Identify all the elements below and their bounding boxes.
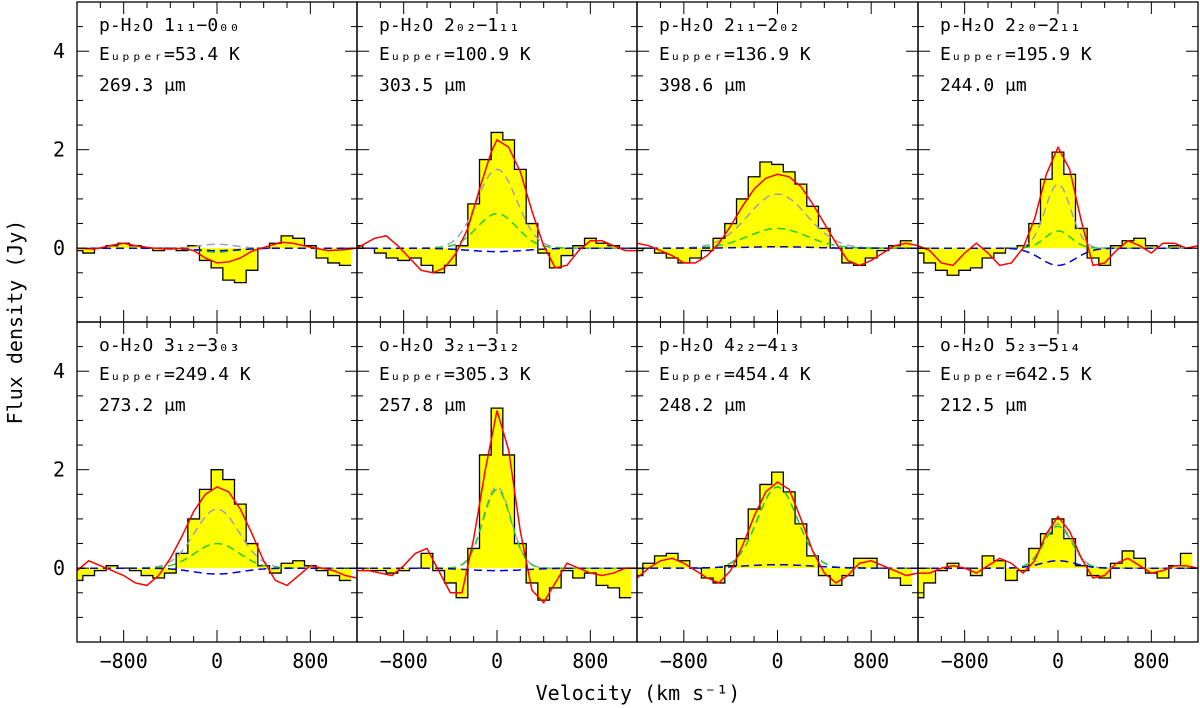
x-tick-label: −800 <box>941 649 989 673</box>
panel-eupper-label: Eᵤₚₚₑᵣ=195.9 K <box>940 44 1092 65</box>
x-tick-label: 0 <box>771 649 783 673</box>
panel-plot-area <box>918 515 1198 599</box>
model-component-blue <box>357 567 637 572</box>
panel-eupper-label: Eᵤₚₚₑᵣ=136.9 K <box>659 44 811 65</box>
observed-histogram <box>637 161 913 267</box>
panel-5: −800 0 800 0 2 4 o-H₂O 3₁₂−3₀₃ Eᵤₚₚₑᵣ=249.4 K 27… <box>53 321 358 673</box>
y-tick-label: 2 <box>53 458 65 482</box>
x-tick-label: −800 <box>660 649 708 673</box>
panel-transition-label: p-H₂O 2₀₂−1₁₁ <box>379 15 520 36</box>
panel-plot-area <box>637 471 918 587</box>
panel-transition-label: o-H₂O 5₂₃−5₁₄ <box>940 335 1081 356</box>
panel-eupper-label: Eᵤₚₚₑᵣ=249.4 K <box>99 364 251 385</box>
total-model-line <box>77 241 357 264</box>
panel-7: −800 0 800 p-H₂O 4₂₂−4₁₃ Eᵤₚₚₑᵣ=454.4 K 248.2… <box>636 321 919 673</box>
x-tick-label: 0 <box>211 649 223 673</box>
total-model-line <box>637 481 918 584</box>
total-model-line <box>357 138 637 274</box>
panel-transition-label: o-H₂O 3₂₁−3₁₂ <box>379 335 520 356</box>
panel-eupper-label: Eᵤₚₚₑᵣ=454.4 K <box>659 364 811 385</box>
observed-histogram <box>637 471 913 587</box>
panel-plot-area <box>918 145 1198 276</box>
panel-wavelength-label: 303.5 μm <box>379 75 466 96</box>
model-component-blue <box>918 247 1198 267</box>
observed-fill <box>357 408 632 601</box>
panel-eupper-label: Eᵤₚₚₑᵣ=53.4 K <box>99 44 240 65</box>
panel-transition-label: p-H₂O 2₂₀−2₁₁ <box>940 15 1081 36</box>
observed-fill <box>77 235 352 283</box>
model-component-blue <box>637 245 918 249</box>
y-tick-label: 2 <box>53 138 65 162</box>
panel-eupper-label: Eᵤₚₚₑᵣ=100.9 K <box>379 44 531 65</box>
observed-histogram <box>918 151 1193 276</box>
total-model-line <box>918 515 1198 579</box>
x-tick-label: 0 <box>1052 649 1064 673</box>
x-axis-title: Velocity (km s⁻¹) <box>536 681 741 705</box>
panel-wavelength-label: 257.8 μm <box>379 395 466 416</box>
y-tick-label: 4 <box>53 359 65 383</box>
x-tick-label: 800 <box>853 649 889 673</box>
y-axis-title: Flux density (Jy) <box>3 220 27 425</box>
panel-wavelength-label: 273.2 μm <box>99 395 186 416</box>
observed-fill <box>637 472 913 586</box>
panel-plot-area <box>357 131 637 274</box>
model-component-blue <box>77 247 357 252</box>
panels-layer: 0 2 4 p-H₂O 1₁₁−0₀₀ Eᵤₚₚₑᵣ=53.4 K 269.3 μm p-H… <box>53 1 1199 673</box>
model-component-blue <box>357 247 637 253</box>
panel-2: p-H₂O 2₀₂−1₁₁ Eᵤₚₚₑᵣ=100.9 K 303.5 μm <box>356 1 638 323</box>
panel-plot-area <box>77 235 357 284</box>
panel-wavelength-label: 398.6 μm <box>659 75 746 96</box>
observed-histogram <box>357 131 632 274</box>
y-tick-label: 4 <box>53 39 65 63</box>
panel-eupper-label: Eᵤₚₚₑᵣ=642.5 K <box>940 364 1092 385</box>
x-tick-label: −800 <box>380 649 428 673</box>
panel-eupper-label: Eᵤₚₚₑᵣ=305.3 K <box>379 364 531 385</box>
panel-transition-label: p-H₂O 2₁₁−2₀₂ <box>659 15 800 36</box>
panel-transition-label: p-H₂O 4₂₂−4₁₃ <box>659 335 800 356</box>
x-tick-label: 800 <box>292 649 328 673</box>
x-tick-label: 800 <box>1133 649 1169 673</box>
panel-wavelength-label: 244.0 μm <box>940 75 1027 96</box>
panel-3: p-H₂O 2₁₁−2₀₂ Eᵤₚₚₑᵣ=136.9 K 398.6 μm <box>636 1 919 323</box>
total-model-line <box>77 486 357 587</box>
panel-transition-label: p-H₂O 1₁₁−0₀₀ <box>99 15 240 36</box>
total-model-line <box>357 410 637 604</box>
panel-6: −800 0 800 o-H₂O 3₂₁−3₁₂ Eᵤₚₚₑᵣ=305.3 K 257.8… <box>356 321 638 673</box>
panel-wavelength-label: 269.3 μm <box>99 75 186 96</box>
panel-wavelength-label: 248.2 μm <box>659 395 746 416</box>
total-model-line <box>637 173 918 267</box>
x-tick-label: 800 <box>572 649 608 673</box>
panel-plot-area <box>77 469 357 587</box>
observed-fill <box>77 469 352 581</box>
panel-transition-label: o-H₂O 3₁₂−3₀₃ <box>99 335 240 356</box>
panel-plot-area <box>637 161 918 267</box>
panel-1: 0 2 4 p-H₂O 1₁₁−0₀₀ Eᵤₚₚₑᵣ=53.4 K 269.3 μm <box>53 1 358 323</box>
panel-4: p-H₂O 2₂₀−2₁₁ Eᵤₚₚₑᵣ=195.9 K 244.0 μm <box>917 1 1199 323</box>
y-tick-label: 0 <box>53 556 65 580</box>
x-tick-label: −800 <box>100 649 148 673</box>
x-tick-label: 0 <box>491 649 503 673</box>
observed-histogram <box>357 407 632 601</box>
model-component-blue <box>637 563 918 569</box>
observed-fill <box>357 132 632 273</box>
total-model-line <box>918 145 1198 267</box>
panel-8: −800 0 800 o-H₂O 5₂₃−5₁₄ Eᵤₚₚₑᵣ=642.5 K 212.5… <box>917 321 1199 673</box>
panel-plot-area <box>357 407 637 604</box>
panel-wavelength-label: 212.5 μm <box>940 395 1027 416</box>
observed-fill <box>637 162 913 266</box>
model-component-blue <box>77 567 357 575</box>
y-tick-label: 0 <box>53 236 65 260</box>
observed-fill <box>918 518 1193 598</box>
